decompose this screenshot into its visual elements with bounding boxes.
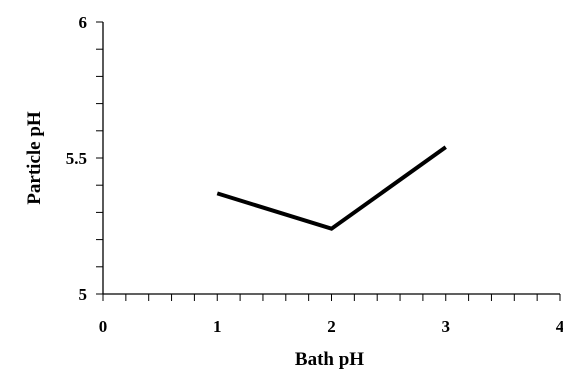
y-axis-ticks — [96, 21, 103, 295]
x-tick-label: 0 — [99, 317, 108, 336]
x-tick-label: 2 — [327, 317, 336, 336]
y-tick-label: 5.5 — [66, 149, 87, 168]
x-axis-tick-labels: 0 1 2 3 4 — [99, 317, 563, 336]
x-tick-label: 3 — [442, 317, 451, 336]
x-axis-ticks — [102, 294, 561, 301]
x-axis-title: Bath pH — [295, 349, 364, 370]
x-tick-label: 1 — [213, 317, 222, 336]
series-group — [216, 145, 447, 231]
y-axis-tick-labels: 55.56 — [66, 13, 87, 304]
y-tick-label: 5 — [79, 285, 88, 304]
series-line — [216, 145, 447, 231]
y-tick-label: 6 — [79, 13, 88, 32]
x-tick-label: 4 — [556, 317, 563, 336]
y-axis-title: Particle pH — [24, 111, 45, 205]
